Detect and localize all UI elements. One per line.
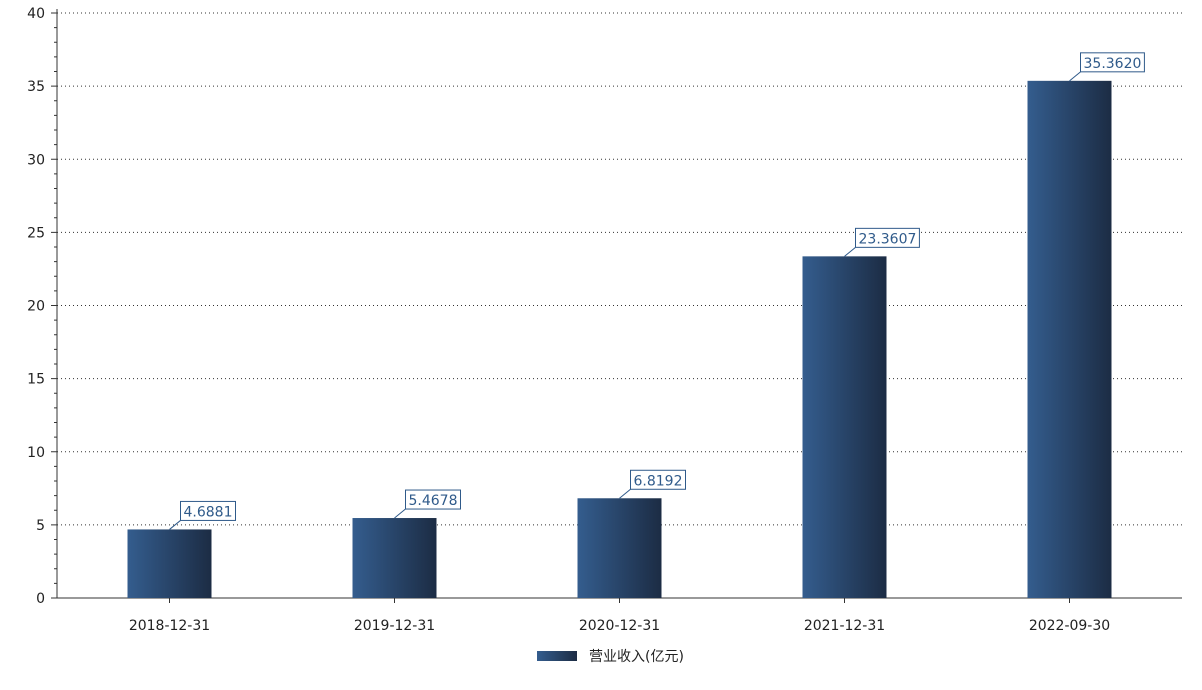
data-label-box [630,469,686,490]
axes: 0 5 10 15 20 25 30 35 40 2018-12-31 2019-12-31 2020… [27,6,1182,634]
data-label: 6.8192 [619,469,686,499]
y-tick-label: 35 [27,79,45,95]
data-label-text: 35.3620 [1084,56,1142,72]
data-label: 4.6881 [169,500,236,530]
x-tick-label: 2018-12-31 [129,618,210,634]
x-tick-label: 2022-09-30 [1029,618,1110,634]
y-tick-label: 15 [27,372,45,388]
data-label: 35.3620 [1069,52,1145,82]
bar[interactable] [1027,80,1112,598]
y-tick-label: 30 [27,152,45,168]
data-label-leader [844,246,856,257]
bars [127,80,1112,598]
data-label-box [180,500,236,521]
y-tick-label: 0 [36,591,45,607]
bar[interactable] [577,498,662,598]
bar[interactable] [352,518,437,598]
data-label: 23.3607 [844,227,920,257]
data-label-text: 5.4678 [409,493,458,509]
y-tick-label: 40 [27,6,45,22]
x-tick-label: 2019-12-31 [354,618,435,634]
data-label-leader [619,488,631,499]
data-label-box [405,489,461,510]
data-label-box [855,227,920,248]
x-tick-label: 2021-12-31 [804,618,885,634]
data-label-text: 6.8192 [634,473,683,489]
data-label-text: 4.6881 [184,504,233,520]
data-label-leader [169,520,181,530]
data-labels: 4.6881 5.4678 6.8192 23.3607 35.3620 [169,52,1145,530]
data-label-leader [394,508,406,519]
legend[interactable]: 营业收入(亿元) [537,646,684,666]
legend-swatch [537,651,577,661]
data-label-text: 23.3607 [859,231,917,247]
bar[interactable] [127,529,212,598]
data-label-box [1080,52,1145,73]
y-tick-label: 20 [27,299,45,315]
bar[interactable] [802,256,887,598]
y-tick-label: 25 [27,225,45,241]
x-tick-label: 2020-12-31 [579,618,660,634]
data-label: 5.4678 [394,489,461,519]
y-tick-label: 10 [27,445,45,461]
y-tick-label: 5 [36,518,45,534]
grid-lines [57,12,1182,526]
data-label-leader [1069,71,1081,82]
legend-label: 营业收入(亿元) [589,649,684,665]
